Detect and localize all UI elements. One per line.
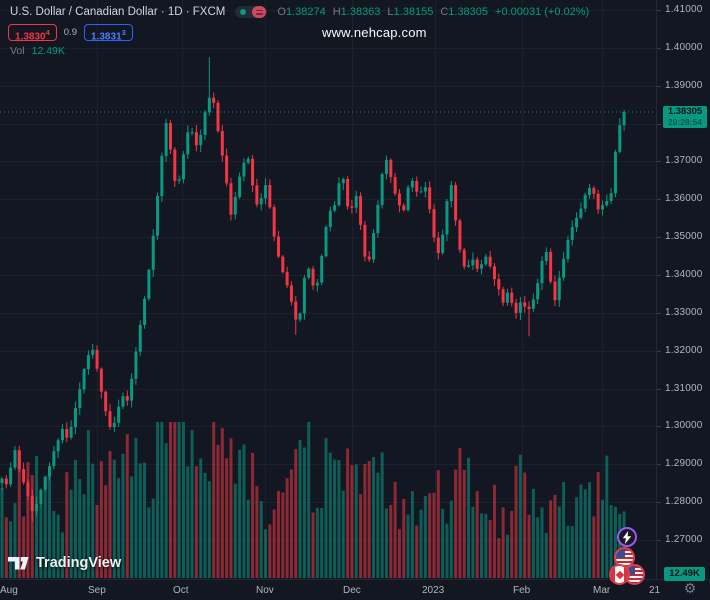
legend-bar: U.S. Dollar / Canadian Dollar · 1D · FXC… — [10, 6, 589, 18]
canada-flag-icon — [611, 566, 628, 583]
time-axis-label: Sep — [88, 585, 106, 596]
price-tick-mark — [657, 199, 661, 200]
price-tick-label: 1.31000 — [665, 382, 703, 394]
volume-axis-badge: 12.49K — [664, 567, 705, 581]
time-axis[interactable]: Aug Sep Oct Nov Dec 2023 Feb Mar 21 — [0, 579, 710, 600]
price-tick-mark — [657, 426, 661, 427]
price-tick-mark — [657, 161, 661, 162]
low-label: L — [387, 6, 394, 18]
price-tick-label: 1.34000 — [665, 269, 703, 280]
time-axis-label: Aug — [0, 585, 18, 596]
time-axis-label: Feb — [513, 585, 531, 596]
price-tick-label: 1.37000 — [665, 155, 703, 167]
time-axis-label: 2023 — [422, 585, 445, 596]
time-axis-label: Nov — [256, 585, 274, 596]
close-value: 1.38305 — [448, 6, 489, 18]
open-label: O — [277, 6, 286, 18]
price-tick-label: 1.33000 — [665, 306, 703, 318]
high-value: 1.38363 — [340, 6, 381, 18]
time-axis-label: Dec — [343, 585, 361, 596]
price-tick-mark — [657, 502, 661, 503]
price-axis[interactable]: 1.410001.400001.390001.380001.370001.360… — [656, 0, 710, 600]
price-tick-label: 1.41000 — [665, 4, 703, 15]
candles — [0, 57, 626, 522]
price-tick-mark — [657, 237, 661, 238]
price-tick-mark — [657, 313, 661, 314]
sell-button[interactable]: 1.38304 — [8, 24, 57, 42]
low-value: 1.38155 — [393, 6, 434, 18]
time-axis-label: Mar — [593, 585, 611, 596]
last-price-value: 1.38305 — [667, 106, 703, 117]
price-tick-label: 1.27000 — [665, 534, 703, 545]
ohlc-readout: O1.38274 H1.38363 L1.38155 C1.38305 +0.0… — [277, 6, 589, 18]
spread-value: 0.9 — [63, 27, 77, 38]
tradingview-logo-text: TradingView — [36, 555, 122, 571]
tradingview-glyph-icon — [8, 556, 29, 569]
market-status-toggle[interactable] — [235, 6, 268, 18]
economic-event-bolt-icon[interactable] — [617, 527, 637, 547]
us-flag-icon — [616, 549, 633, 566]
watermark-text: www.nehcap.com — [322, 25, 427, 40]
price-tick-mark — [657, 48, 661, 49]
price-tick-label: 1.30000 — [665, 420, 703, 432]
lightning-icon — [622, 530, 632, 544]
price-tick-mark — [657, 124, 661, 125]
gear-icon[interactable]: ⚙ — [683, 580, 697, 596]
news-list-icon — [252, 6, 267, 18]
market-open-dot-icon — [240, 9, 247, 15]
time-axis-label: Oct — [173, 585, 189, 596]
close-label: C — [440, 6, 449, 18]
volume-bars — [0, 422, 626, 578]
high-label: H — [332, 6, 341, 18]
volume-legend: Vol 12.49K — [10, 45, 65, 57]
price-tick-mark — [657, 351, 661, 352]
change-value: +0.00031 (+0.02%) — [495, 6, 590, 18]
tradingview-logo[interactable]: TradingView — [8, 555, 121, 571]
open-value: 1.38274 — [285, 6, 326, 18]
price-tick-mark — [657, 464, 661, 465]
volume-label[interactable]: Vol — [10, 45, 25, 57]
price-tick-mark — [657, 540, 661, 541]
price-tick-mark — [657, 10, 661, 11]
price-tick-label: 1.32000 — [665, 344, 703, 356]
price-tick-label: 1.35000 — [665, 231, 703, 243]
us-flag-icon — [626, 566, 643, 583]
price-tick-label: 1.40000 — [665, 41, 703, 53]
price-tick-mark — [657, 86, 661, 87]
price-tick-label: 1.29000 — [665, 458, 703, 470]
symbol-title[interactable]: U.S. Dollar / Canadian Dollar · 1D · FXC… — [10, 6, 226, 18]
price-tick-mark — [657, 275, 661, 276]
time-axis-label: 21 — [649, 585, 661, 596]
volume-value: 12.49K — [31, 45, 65, 57]
price-tick-label: 1.39000 — [665, 79, 703, 91]
price-tick-label: 1.36000 — [665, 193, 703, 205]
buy-button[interactable]: 1.38313 — [83, 24, 133, 42]
bar-countdown: 20:28:54 — [667, 117, 703, 127]
canada-flag-event-icon[interactable] — [609, 564, 630, 585]
price-tick-mark — [657, 389, 661, 390]
grid — [0, 0, 656, 578]
bid-ask-row: 1.38304 0.9 1.38313 — [8, 24, 133, 42]
price-tick-label: 1.28000 — [665, 496, 703, 508]
last-price-badge: 1.38305 20:28:54 — [663, 106, 707, 128]
